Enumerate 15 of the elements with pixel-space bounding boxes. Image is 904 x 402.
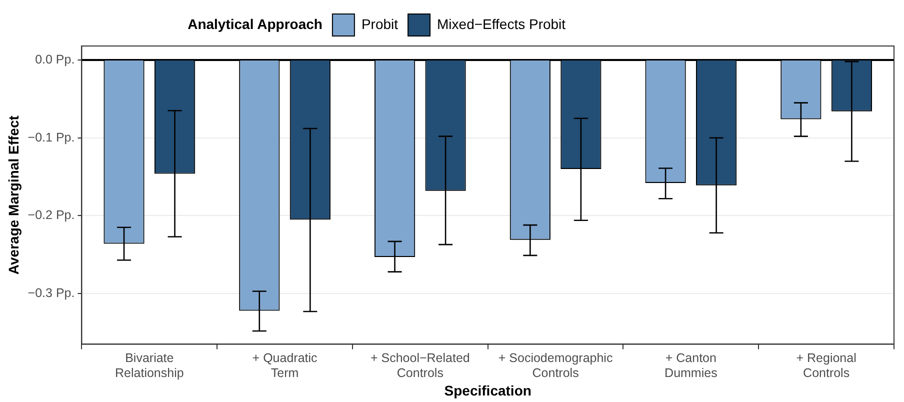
legend-label: Probit	[361, 16, 398, 32]
y-tick-label: −0.2 Pp.	[28, 208, 75, 222]
y-tick-label: −0.1 Pp.	[28, 130, 75, 144]
x-tick-label: + Sociodemographic Controls	[498, 351, 613, 380]
legend-label: Mixed−Effects Probit	[437, 16, 566, 32]
x-tick-label: + Canton Dummies	[664, 351, 718, 380]
x-tick-label: + Regional Controls	[796, 351, 856, 380]
x-axis-title: Specification	[444, 382, 532, 398]
y-tick-label: −0.3 Pp.	[28, 286, 75, 300]
x-tick-label: + Quadratic Term	[252, 351, 318, 380]
x-tick-label: + School−Related Controls	[370, 351, 470, 380]
y-tick-label: 0.0 Pp.	[35, 52, 75, 66]
y-axis-title: Average Marginal Effect	[5, 115, 22, 275]
x-tick-label: Bivariate Relationship	[115, 351, 184, 380]
legend-title: Analytical Approach	[188, 16, 322, 32]
